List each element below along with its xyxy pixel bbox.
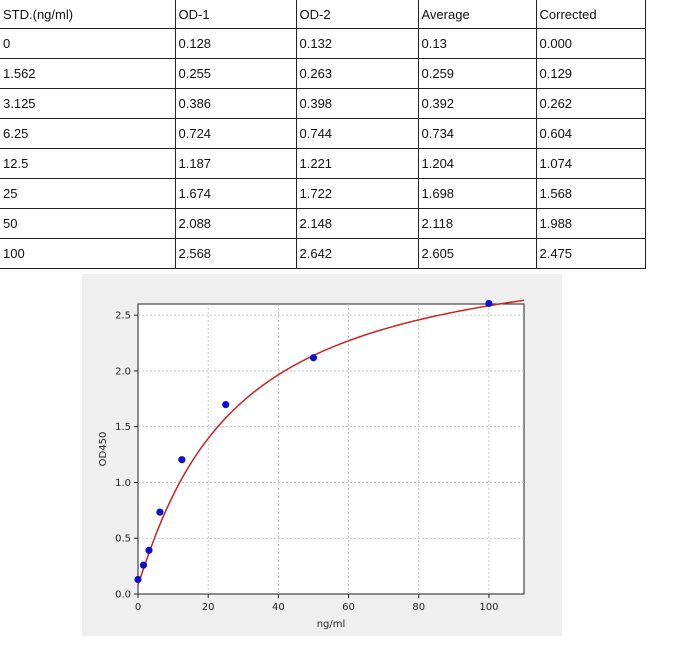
table-cell: 1.562 [0,58,176,89]
x-tick-label: 40 [272,602,285,613]
table-cell: 6.25 [0,118,176,149]
table-cell: 1.988 [536,208,646,239]
data-point [145,546,153,554]
table-header-cell: STD.(ng/ml) [0,0,176,29]
x-tick-label: 20 [202,602,215,613]
table-cell: 2.118 [418,208,537,239]
table-header-cell: Corrected [536,0,646,29]
table-cell: 1.221 [296,148,419,179]
x-tick-label: 80 [412,602,425,613]
table-cell: 0.132 [296,28,419,59]
fit-curve [137,299,525,585]
table-row: 6.25 0.724 0.744 0.734 0.604 [0,118,646,149]
table-cell: 1.187 [175,148,297,179]
table-cell: 1.568 [536,178,646,209]
x-axis-label: ng/ml [317,619,346,630]
y-tick-label: 2.0 [115,366,131,377]
table-cell: 0.392 [418,88,537,119]
table-cell: 100 [0,238,176,269]
y-tick-label: 0.0 [115,590,131,601]
table-cell: 1.698 [418,178,537,209]
y-tick-label: 1.0 [115,478,131,489]
table-row: 12.5 1.187 1.221 1.204 1.074 [0,148,646,179]
table-cell: 25 [0,178,176,209]
x-tick-label: 100 [479,602,498,613]
table-cell: 0 [0,28,176,59]
data-point [485,299,493,308]
table-row: 1.562 0.255 0.263 0.259 0.129 [0,58,646,89]
table-header-row: STD.(ng/ml) OD-1 OD-2 Average Corrected [0,0,646,29]
table-header-cell: OD-2 [296,0,419,29]
table-cell: 2.088 [175,208,297,239]
data-point [309,354,318,362]
table-cell: 0.255 [175,58,297,89]
table-cell: 2.475 [536,238,646,269]
y-axis-label: OD450 [98,432,109,467]
table-cell: 0.263 [296,58,419,89]
table-cell: 0.128 [175,28,297,59]
table-cell: 2.148 [296,208,419,239]
standards-table: STD.(ng/ml) OD-1 OD-2 Average Corrected 0 0.12… [0,0,646,269]
table-cell: 2.568 [175,238,297,269]
data-point [178,456,186,464]
table-cell: 1.204 [418,148,537,179]
table-row: 50 2.088 2.148 2.118 1.988 [0,208,646,239]
table-cell: 2.605 [418,238,537,269]
table-cell: 50 [0,208,176,239]
table-cell: 0.000 [536,28,646,59]
data-point [222,401,230,409]
x-tick-label: 60 [342,602,355,613]
table-cell: 0.386 [175,88,297,119]
plot-frame [137,303,525,595]
table-cell: 12.5 [0,148,176,179]
table-row: 100 2.568 2.642 2.605 2.475 [0,238,646,269]
table-cell: 0.13 [418,28,537,59]
table-cell: 1.674 [175,178,297,209]
standard-curve-chart: 0 20 40 60 80 100 0.0 0.5 1.0 1.5 2.0 2.5 ng/ml OD… [98,299,525,630]
x-tick-label: 0 [135,602,141,613]
table-cell: 0.398 [296,88,419,119]
table-cell: 0.262 [536,88,646,119]
chart-panel: 0 20 40 60 80 100 0.0 0.5 1.0 1.5 2.0 2.5 ng/ml OD… [82,274,562,636]
table-cell: 0.744 [296,118,419,149]
table-header-cell: Average [418,0,537,29]
data-point [139,561,148,569]
data-point [156,508,164,516]
y-tick-label: 2.5 [115,311,131,322]
y-tick-label: 0.5 [115,534,131,545]
table-header-cell: OD-1 [175,0,297,29]
data-point [134,575,142,584]
table-cell: 2.642 [296,238,419,269]
table-cell: 0.724 [175,118,297,149]
table-cell: 1.722 [296,178,419,209]
table-row: 0 0.128 0.132 0.13 0.000 [0,28,646,59]
table-cell: 0.129 [536,58,646,89]
table-row: 3.125 0.386 0.398 0.392 0.262 [0,88,646,119]
table-cell: 3.125 [0,88,176,119]
table-cell: 0.259 [418,58,537,89]
table-row: 25 1.674 1.722 1.698 1.568 [0,178,646,209]
y-tick-label: 1.5 [115,422,131,433]
table-cell: 1.074 [536,148,646,179]
table-cell: 0.604 [536,118,646,149]
table-cell: 0.734 [418,118,537,149]
